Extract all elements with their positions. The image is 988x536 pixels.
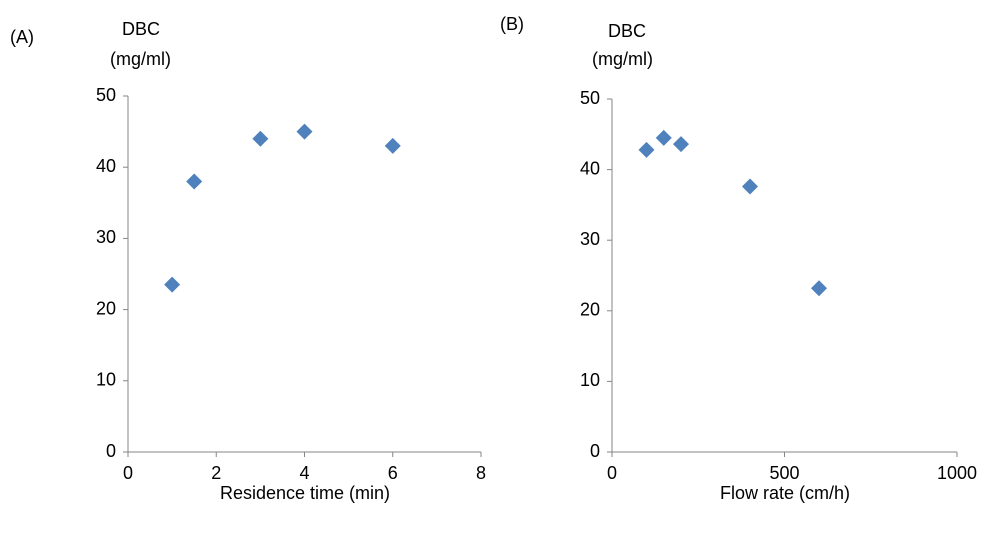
marker <box>742 178 758 195</box>
x-tick-label: 2 <box>211 463 221 483</box>
y-tick-label: 40 <box>580 158 600 178</box>
marker <box>164 276 181 293</box>
panel-label: (A) <box>10 27 34 47</box>
marker <box>384 137 401 154</box>
y-tick-label: 30 <box>96 227 116 247</box>
y-tick-label: 0 <box>590 441 600 461</box>
y-axis-label: (mg/ml) <box>592 49 653 69</box>
y-axis-label: DBC <box>608 21 646 41</box>
panel-label: (B) <box>500 14 524 34</box>
y-tick-label: 10 <box>96 370 116 390</box>
y-tick-label: 0 <box>106 441 116 461</box>
y-tick-label: 10 <box>580 370 600 390</box>
x-axis-label: Flow rate (cm/h) <box>720 483 850 503</box>
marker <box>638 141 655 158</box>
y-tick-label: 40 <box>96 156 116 176</box>
x-tick-label: 500 <box>769 463 799 483</box>
y-tick-label: 30 <box>580 229 600 249</box>
x-tick-label: 1000 <box>937 463 977 483</box>
y-tick-label: 20 <box>580 300 600 320</box>
marker <box>186 173 203 190</box>
marker <box>811 280 827 297</box>
x-tick-label: 0 <box>123 463 133 483</box>
y-tick-label: 20 <box>96 298 116 318</box>
marker <box>252 130 269 147</box>
y-axis-label: (mg/ml) <box>110 49 171 69</box>
x-tick-label: 6 <box>388 463 398 483</box>
x-tick-label: 4 <box>299 463 309 483</box>
y-axis-label: DBC <box>122 19 160 39</box>
marker <box>296 123 313 140</box>
marker <box>655 129 672 146</box>
x-axis-label: Residence time (min) <box>220 483 390 503</box>
y-tick-label: 50 <box>96 85 116 105</box>
x-tick-label: 0 <box>607 463 617 483</box>
y-tick-label: 50 <box>580 88 600 108</box>
x-tick-label: 8 <box>476 463 486 483</box>
marker <box>673 136 689 153</box>
